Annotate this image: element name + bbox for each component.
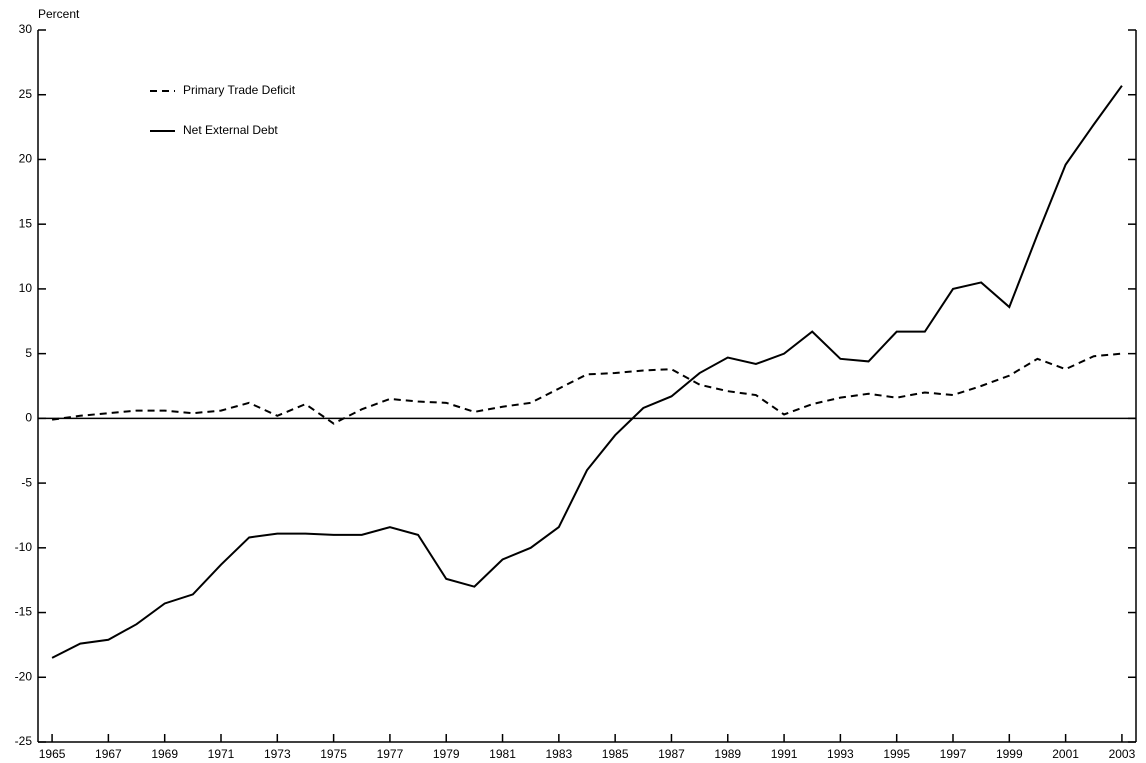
series-line: [51, 352, 1123, 425]
y-tick-label: -10: [15, 540, 33, 554]
x-tick-label: 1991: [771, 747, 798, 761]
y-tick-label: 25: [19, 87, 33, 101]
x-tick-label: 1999: [996, 747, 1023, 761]
x-tick-label: 1967: [95, 747, 122, 761]
x-tick-label: 1995: [883, 747, 910, 761]
y-tick-label: -5: [21, 475, 32, 489]
x-tick-label: 1989: [714, 747, 741, 761]
y-tick-label: -15: [15, 605, 33, 619]
y-tick-label: 5: [25, 346, 32, 360]
y-tick-label: 15: [19, 216, 33, 230]
series-line: [51, 85, 1123, 659]
x-tick-label: 1973: [264, 747, 291, 761]
x-tick-label: 1985: [602, 747, 629, 761]
x-tick-label: 1971: [208, 747, 235, 761]
y-axis-label: Percent: [38, 7, 80, 21]
x-tick-label: 1977: [377, 747, 404, 761]
legend-label: Primary Trade Deficit: [183, 83, 296, 97]
x-tick-label: 1997: [940, 747, 967, 761]
y-tick-label: 0: [25, 411, 32, 425]
x-tick-label: 1975: [320, 747, 347, 761]
x-tick-label: 1979: [433, 747, 460, 761]
x-tick-label: 2003: [1109, 747, 1136, 761]
y-tick-label: -25: [15, 734, 33, 748]
y-tick-label: 20: [19, 152, 33, 166]
x-tick-label: 1969: [151, 747, 178, 761]
y-tick-label: -20: [15, 669, 33, 683]
x-tick-label: 1981: [489, 747, 516, 761]
x-tick-label: 2001: [1052, 747, 1079, 761]
x-tick-label: 1993: [827, 747, 854, 761]
y-tick-label: 10: [19, 281, 33, 295]
y-tick-label: 30: [19, 22, 33, 36]
x-tick-label: 1965: [39, 747, 66, 761]
x-tick-label: 1983: [545, 747, 572, 761]
x-tick-label: 1987: [658, 747, 685, 761]
legend-label: Net External Debt: [183, 123, 278, 137]
